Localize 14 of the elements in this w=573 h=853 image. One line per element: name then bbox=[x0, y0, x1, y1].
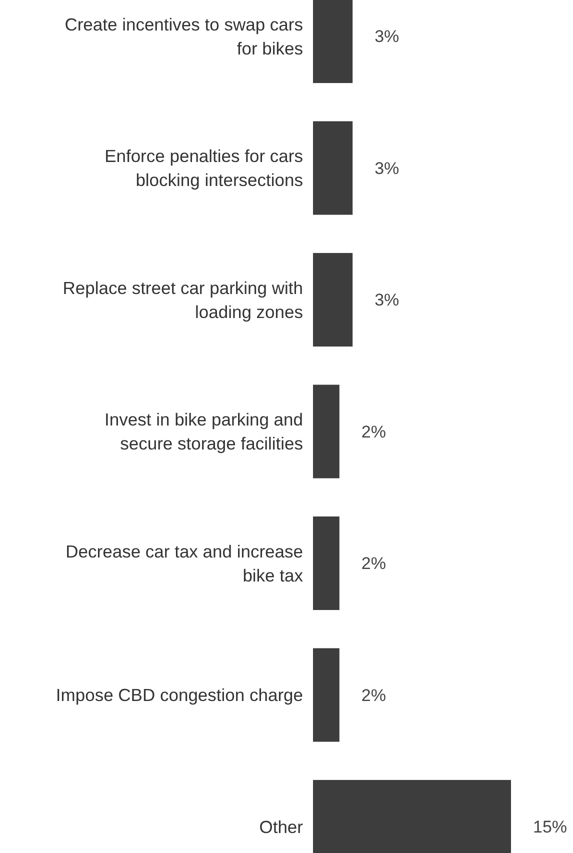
y-tick-label: Invest in bike parking and secure storage facilities bbox=[104, 410, 304, 454]
y-tick-label: Decrease car tax and increase bike tax bbox=[66, 541, 304, 586]
data-label: 3% bbox=[374, 27, 400, 46]
data-label: 2% bbox=[361, 422, 386, 442]
y-tick-label: Create incentives to swap cars for bikes bbox=[64, 14, 304, 58]
data-label: 2% bbox=[361, 554, 386, 574]
data-label: 3% bbox=[374, 290, 400, 310]
y-tick-label: Other bbox=[259, 816, 304, 837]
y-tick-label: Enforce penalties for cars blocking intersections bbox=[104, 146, 304, 190]
data-label: 15% bbox=[533, 818, 568, 837]
y-tick-label: Impose CBD congestion charge bbox=[56, 685, 303, 706]
y-tick-label: Replace street car parking with loading zones bbox=[62, 278, 304, 322]
data-label: 2% bbox=[361, 686, 386, 705]
data-label: 3% bbox=[374, 158, 400, 178]
